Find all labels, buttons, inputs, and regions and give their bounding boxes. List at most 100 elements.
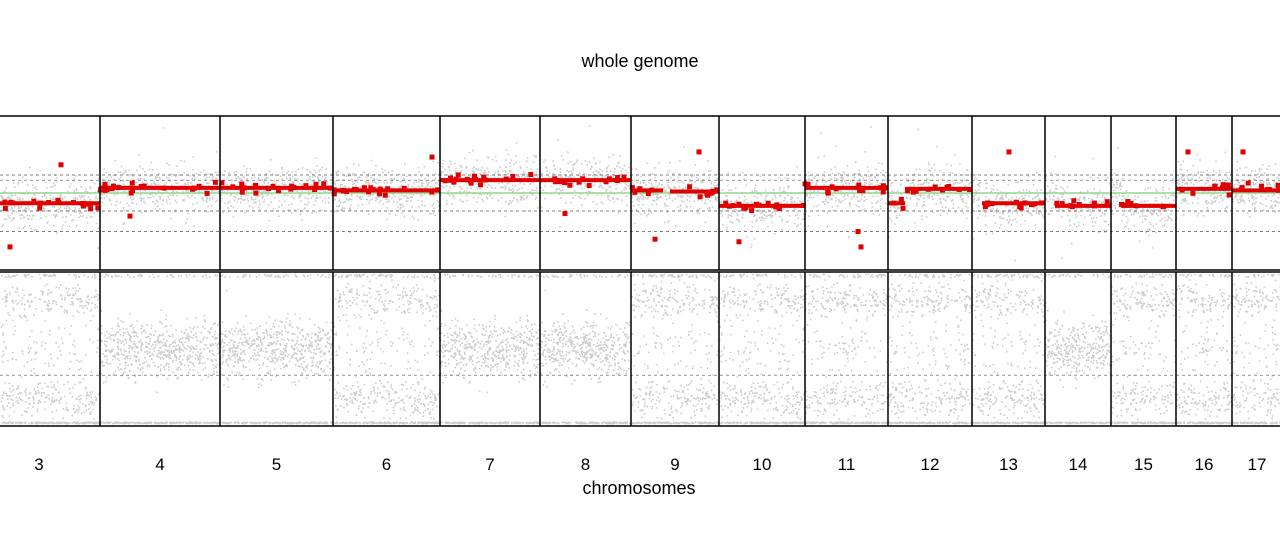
segment-point [368,185,374,191]
segment-point [1118,201,1124,207]
segment-point [161,185,167,191]
segment-point [468,180,474,186]
segment-point [331,191,337,197]
segment-point [932,184,938,190]
segment-point [1125,199,1131,205]
outlier-point [696,149,702,155]
segment-point [327,185,333,191]
segment-point [860,188,866,194]
segment-point [1245,180,1251,186]
bottom-panel-points [0,273,1280,425]
segment-point [219,180,225,186]
segment-point [1179,187,1185,193]
segment-point [1069,204,1075,210]
segment-point [429,189,435,195]
segment-point [714,187,720,193]
segment-point [366,189,372,195]
segment-point [989,201,995,207]
segment-point [1032,201,1038,207]
segment-point [1104,199,1110,205]
segment-point [553,179,559,185]
segment-point [253,182,259,188]
segment-point [84,201,90,207]
segment-point [586,183,592,189]
segment-point [1018,205,1024,211]
segment-point [528,172,534,178]
segment-point [212,179,218,185]
top-panel-segments [0,172,1280,214]
segment-point [303,183,309,189]
segment-point [239,189,245,195]
segment-point [567,182,573,188]
segment-point [204,190,210,196]
segment-point [196,183,202,189]
segment-point [743,205,749,211]
segment-point [756,202,762,208]
segment-point [1059,201,1065,207]
segment-point [776,206,782,212]
segment-point [46,200,52,206]
segment-point [2,205,8,211]
segment-point [503,176,509,182]
outlier-point [429,154,435,160]
outlier-point [7,244,13,250]
x-tick-labels: 3 4 5 6 7 8 9 10 11 12 13 14 15 16 17 [34,455,1266,474]
segment-point [1220,183,1226,189]
segment-point [1039,200,1045,206]
x-tick-label: 12 [921,455,940,474]
segment-point [288,186,294,192]
segment-point [891,200,897,206]
segment-point [331,187,337,193]
segment-point [80,200,86,206]
segment-point [749,208,755,214]
segment-point [473,177,479,183]
segment-point [110,183,116,189]
segment-point [482,177,488,183]
segment-point [313,181,319,187]
segment-point [726,203,732,209]
segment-point [266,186,272,192]
segment-point [632,189,638,195]
segment-point [736,201,742,207]
segment-point [1238,186,1244,192]
segment-point [606,176,612,182]
segment-point [649,187,655,193]
segment-point [270,183,276,189]
segment-point [321,181,327,187]
segment-point [1013,199,1019,205]
segment-point [580,176,586,182]
chart-title: whole genome [580,51,698,71]
segment-point [343,189,349,195]
segment-point [291,185,297,191]
segment-point [910,189,916,195]
segment-point [8,199,14,205]
segment-point [939,187,945,193]
segment-point [138,183,144,189]
segment-point [253,190,259,196]
segment-point [1092,203,1098,209]
x-tick-label: 6 [382,455,391,474]
segment-point [614,178,620,184]
segment-point [730,203,736,209]
segment-point [385,186,391,192]
segment-point [904,188,910,194]
segment-point [37,205,43,211]
x-tick-label: 13 [999,455,1018,474]
segment-point [109,186,115,192]
segment-point [464,176,470,182]
segment-point [774,202,780,208]
segment-point [95,205,101,211]
segment-point [312,187,318,193]
segment-point [102,184,108,190]
segment-point [382,192,388,198]
segment-point [562,179,568,185]
segment-point [1091,200,1097,206]
segment-point [1212,183,1218,189]
segment-point [1190,190,1196,196]
segment-point [615,175,621,181]
segment-point [629,185,635,191]
segment-point [141,183,147,189]
segment-point [1259,183,1265,189]
segment-point [576,179,582,185]
top-panel-points [0,117,1280,271]
